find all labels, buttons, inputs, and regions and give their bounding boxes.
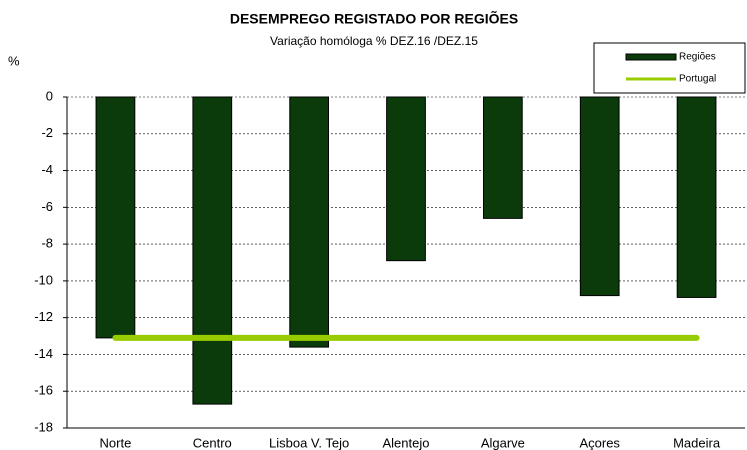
y-tick-label: -16 [34, 383, 53, 398]
y-tick-label: -18 [34, 419, 53, 434]
y-tick-label: -12 [34, 309, 53, 324]
y-axis-label: % [8, 53, 20, 68]
bar [386, 96, 426, 262]
bar [95, 96, 136, 339]
bar [579, 96, 620, 297]
bar [192, 96, 233, 405]
x-tick-label: Madeira [673, 435, 721, 450]
x-tick-label: Algarve [481, 435, 525, 450]
bar [482, 96, 523, 219]
chart-subtitle: Variação homóloga % DEZ.16 /DEZ.15 [270, 34, 478, 48]
y-tick-label: -8 [41, 236, 53, 251]
x-tick-label: Lisboa V. Tejo [269, 435, 349, 450]
x-tick-label: Norte [100, 435, 132, 450]
chart-title: DESEMPREGO REGISTADO POR REGIÕES [230, 10, 518, 27]
legend-label: Portugal [679, 74, 716, 85]
x-tick-label: Açores [579, 435, 620, 450]
legend-label: Regiões [679, 52, 716, 63]
y-tick-label: 0 [46, 88, 53, 103]
x-tick-label: Alentejo [383, 435, 430, 450]
y-tick-label: -6 [41, 199, 53, 214]
bar [676, 96, 717, 298]
y-tick-label: -10 [34, 272, 53, 287]
legend-box [593, 42, 746, 94]
x-tick-label: Centro [193, 435, 232, 450]
y-tick-label: -14 [34, 346, 53, 361]
y-tick-label: -2 [41, 125, 53, 140]
legend-swatch [625, 53, 677, 61]
bar [289, 96, 330, 348]
y-tick-label: -4 [41, 162, 53, 177]
